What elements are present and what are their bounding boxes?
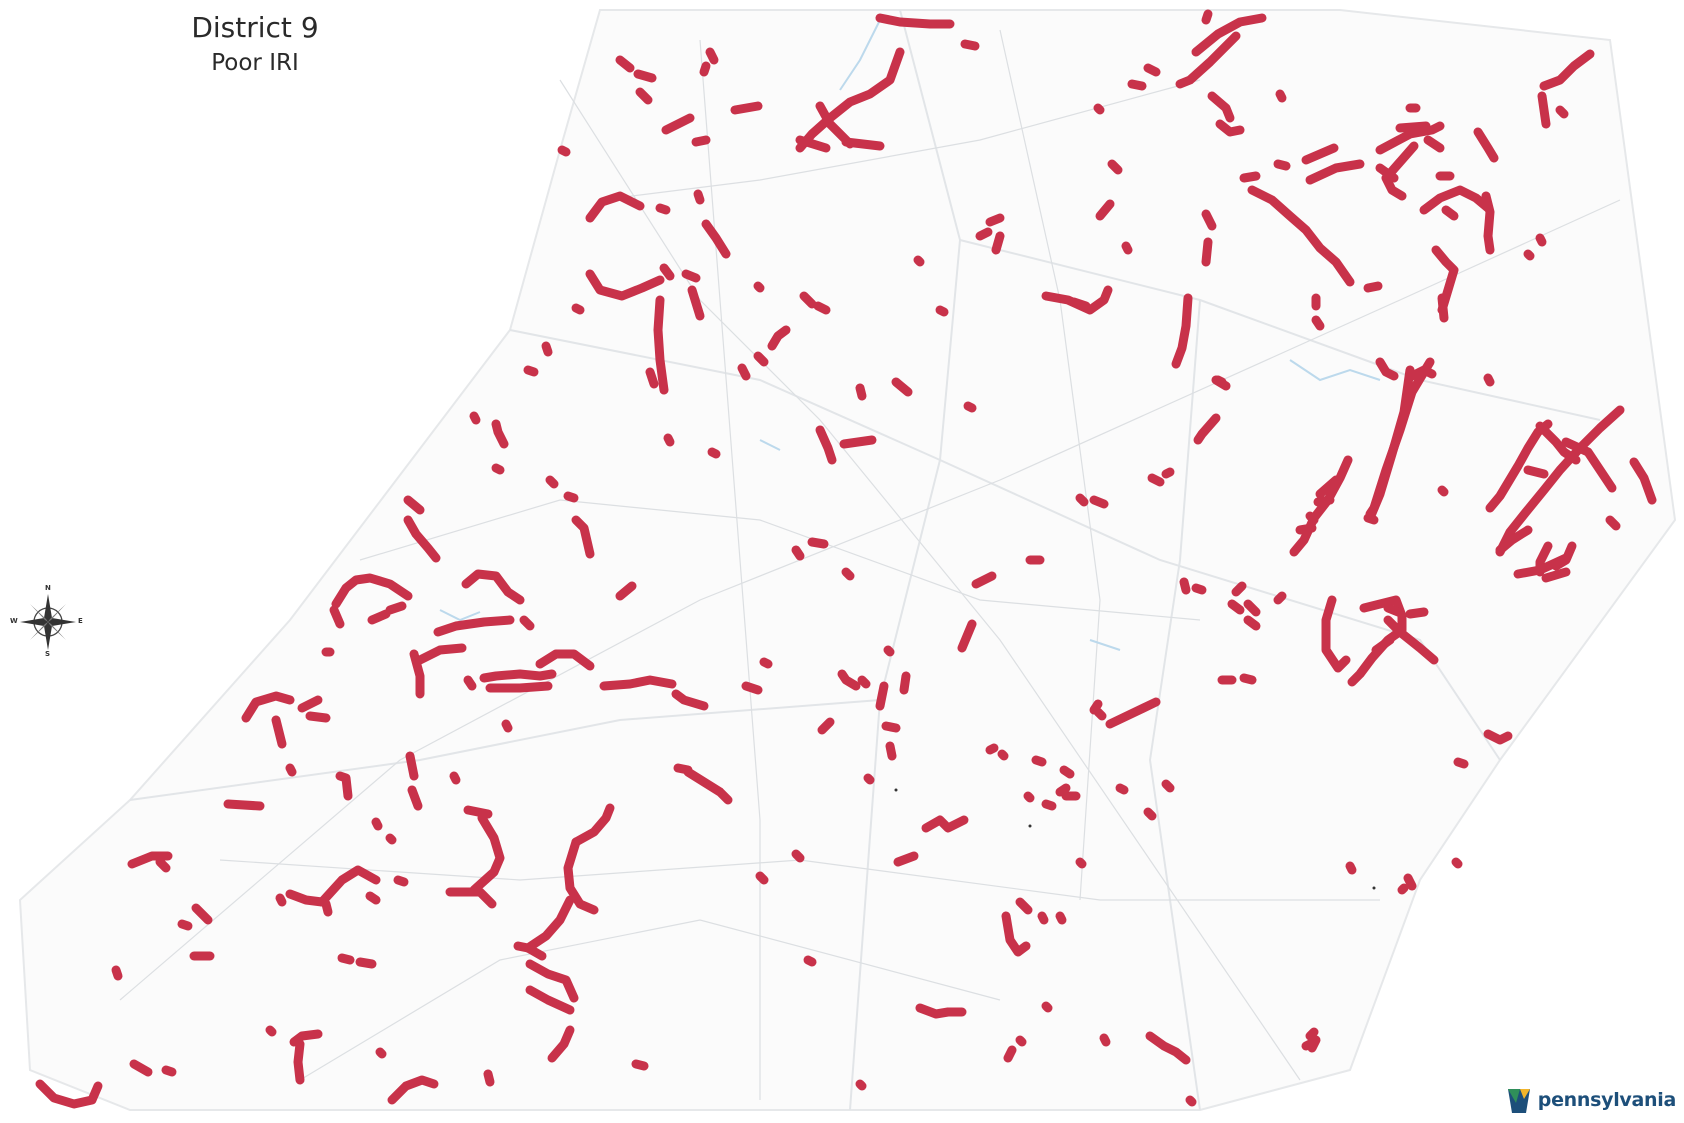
map-title-block: District 9 Poor IRI (150, 10, 360, 78)
compass-south-label: S (45, 650, 51, 658)
compass-rose-icon: N S E W (10, 584, 84, 658)
compass-east-label: E (78, 617, 83, 625)
compass-west-label: W (10, 617, 18, 625)
logo-text: pennsylvania (1537, 1089, 1677, 1111)
map-subtitle: Poor IRI (211, 50, 299, 76)
pennsylvania-keystone-icon (1507, 1089, 1530, 1113)
map-title: District 9 (191, 11, 319, 44)
poor-iri-segments (35, 9, 1657, 1109)
district-area (18, 9, 1677, 1111)
compass-north-label: N (45, 584, 51, 592)
map-points (894, 788, 1376, 890)
pennsylvania-logo: pennsylvania (1504, 1083, 1676, 1117)
water-features (439, 19, 1381, 651)
county-boundaries (129, 9, 1601, 1111)
